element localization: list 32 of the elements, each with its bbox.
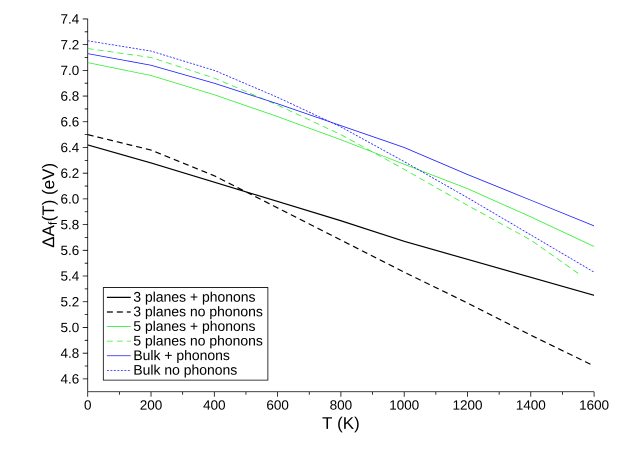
x-tick-label: 1000	[390, 400, 419, 410]
x-tick-label: 1400	[516, 400, 546, 410]
y-tick-label: 5.2	[61, 297, 79, 307]
x-tick-label: 1200	[454, 400, 482, 410]
y-tick-label: 6.0	[61, 194, 79, 204]
y-tick-label: 7.4	[61, 14, 79, 24]
x-tick-label: 0	[84, 400, 91, 410]
x-tick-label: 800	[330, 400, 352, 410]
y-tick-label: 5.6	[61, 246, 79, 256]
y-tick-label: 6.2	[61, 168, 79, 178]
y-tick-label: 6.4	[61, 142, 79, 152]
y-tick-label: 6.6	[61, 117, 79, 127]
legend-label: 5 planes + phonons	[134, 320, 255, 334]
legend-label: Bulk no phonons	[134, 364, 237, 378]
y-tick-label: 5.8	[61, 220, 79, 230]
y-tick-label: 6.8	[61, 92, 79, 102]
y-axis-title: ΔA$_{f}$(T) (eV)	[42, 164, 58, 248]
y-tick-label: 5.0	[61, 322, 79, 332]
y-tick-label: 4.6	[60, 374, 79, 384]
x-tick-label: 1600	[580, 400, 609, 410]
legend-label: Bulk + phonons	[134, 350, 230, 364]
y-tick-label: 7.0	[61, 66, 79, 76]
y-tick-label: 4.8	[60, 348, 79, 358]
x-tick-label: 600	[267, 400, 288, 410]
y-tick-label: 5.4	[61, 272, 79, 281]
legend-label: 3 planes no phonons	[134, 306, 262, 320]
x-tick-label: 200	[140, 400, 162, 410]
legend-label: 5 planes no phonons	[134, 336, 262, 349]
y-tick-label: 7.2	[61, 40, 79, 50]
legend-label: 3 planes + phonons	[134, 292, 255, 305]
x-axis-title: T (K)	[322, 416, 359, 433]
x-tick-label: 400	[203, 400, 226, 410]
